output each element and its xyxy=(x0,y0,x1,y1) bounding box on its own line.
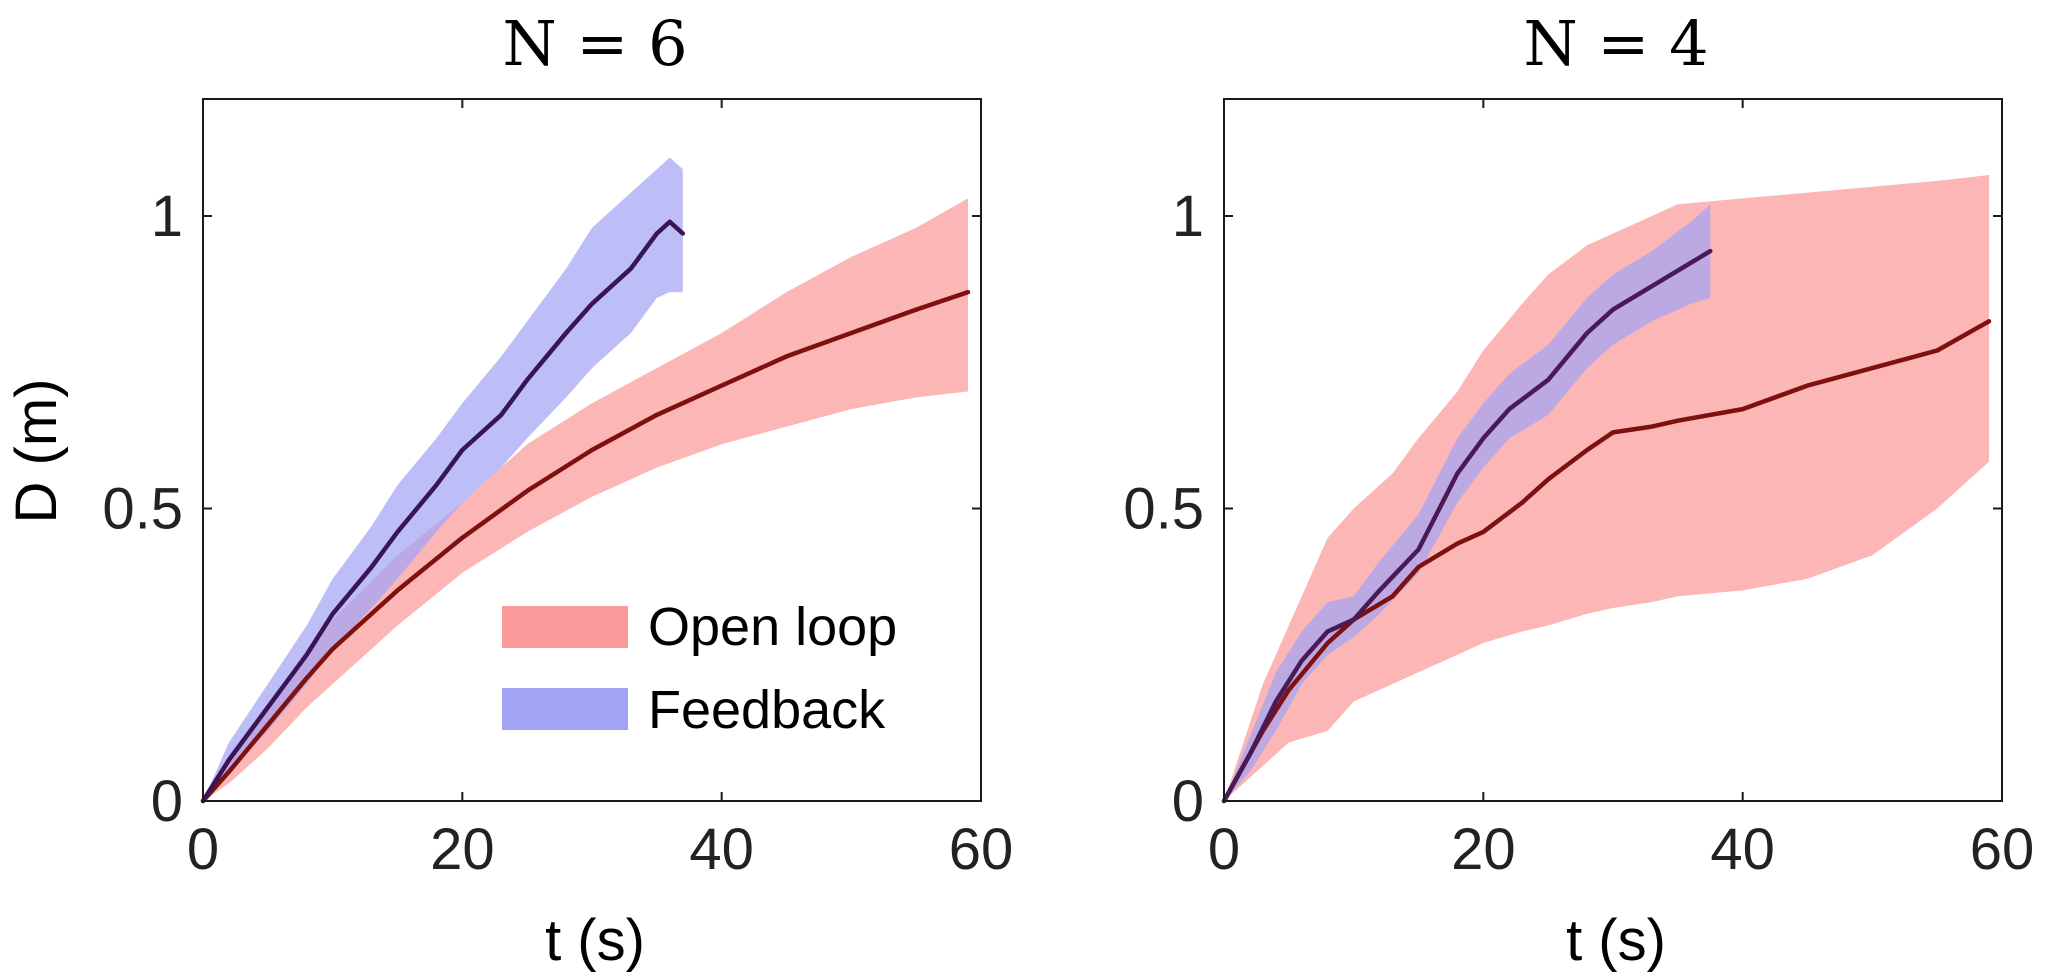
x-tick-label: 40 xyxy=(689,817,754,882)
subplot-title: N = 4 xyxy=(1523,7,1708,80)
x-tick-label: 20 xyxy=(430,817,495,882)
legend-label-feedback: Feedback xyxy=(648,680,886,740)
y-tick-label: 0.5 xyxy=(102,477,183,542)
legend-label-open-loop: Open loop xyxy=(648,597,897,657)
x-axis-label: t (s) xyxy=(1566,908,1666,973)
y-tick-label: 0.5 xyxy=(1123,477,1204,542)
legend-item-open-loop: Open loop xyxy=(502,597,897,657)
line-open-loop xyxy=(1221,319,1992,804)
band-open-loop xyxy=(203,198,968,801)
axes-frame xyxy=(1223,98,2003,802)
x-axis-label: t (s) xyxy=(545,908,645,973)
x-tick-label: 0 xyxy=(1208,817,1240,882)
line-feedback xyxy=(1221,248,1713,804)
axes-frame xyxy=(202,98,982,802)
x-tick-label: 20 xyxy=(1451,817,1516,882)
subplot-n6: N = 6 0 20 40 60 0 0.5 1 t (s) Open loop Feedb… xyxy=(102,7,1013,973)
legend-swatch-feedback xyxy=(502,688,628,730)
y-axis-label: D (m) xyxy=(4,379,69,524)
x-tick-label: 40 xyxy=(1710,817,1775,882)
y-tick-label: 1 xyxy=(151,184,183,249)
x-tick-label: 60 xyxy=(1970,817,2035,882)
subplot-title: N = 6 xyxy=(502,7,687,80)
subplot-n4: N = 4 0 20 40 60 0 0.5 1 t (s) xyxy=(1123,7,2034,973)
legend: Open loop Feedback xyxy=(502,597,897,740)
x-tick-label: 0 xyxy=(187,817,219,882)
legend-item-feedback: Feedback xyxy=(502,680,886,740)
line-open-loop xyxy=(200,289,971,804)
x-tick-label: 60 xyxy=(949,817,1014,882)
band-open-loop xyxy=(1224,175,1989,801)
y-tick-label: 0 xyxy=(151,769,183,834)
line-feedback xyxy=(200,219,686,804)
band-feedback xyxy=(1224,204,1711,802)
y-tick-label: 1 xyxy=(1172,184,1204,249)
legend-swatch-open-loop xyxy=(502,606,628,648)
y-tick-label: 0 xyxy=(1172,769,1204,834)
